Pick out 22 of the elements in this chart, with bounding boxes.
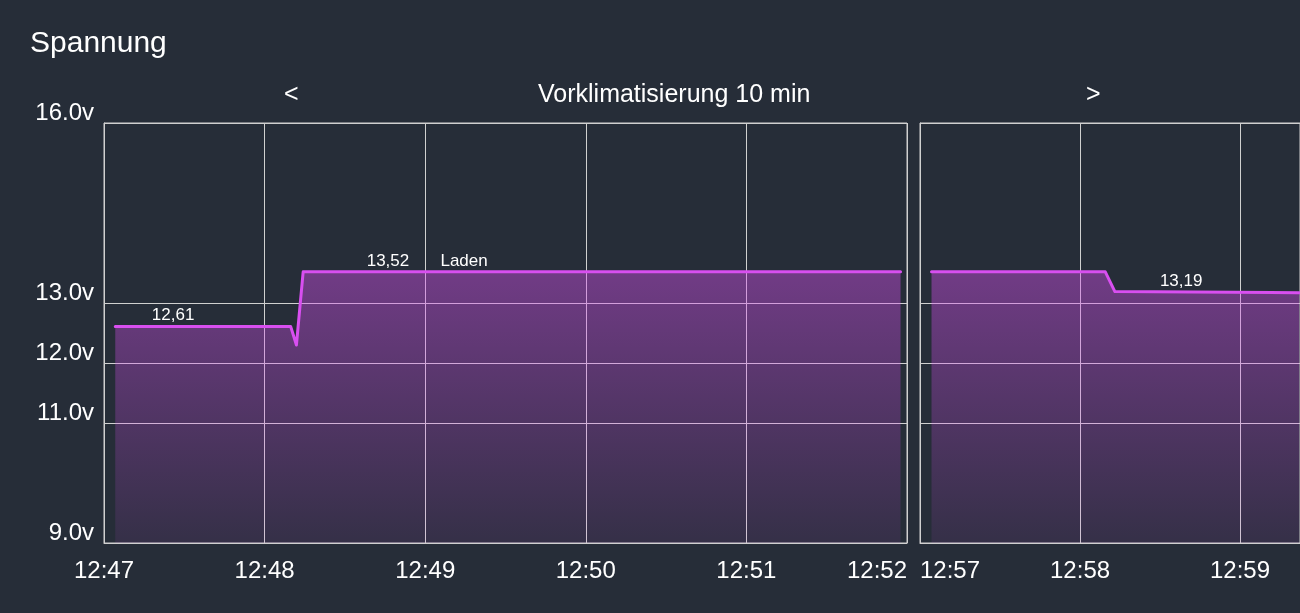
annotation: 13,52 xyxy=(366,250,410,270)
y-tick-label: 16.0v xyxy=(35,97,94,125)
text: < xyxy=(284,78,299,107)
x-tick-label: 12:50 xyxy=(555,555,616,583)
x-tick-label: 12:49 xyxy=(395,555,456,583)
x-tick-label: 12:58 xyxy=(1050,555,1111,583)
y-tick-label: 11.0v xyxy=(37,397,94,425)
x-tick-label: 12:51 xyxy=(716,555,777,583)
x-tick-label: 12:47 xyxy=(73,555,135,583)
x-tick-label: 12:59 xyxy=(1209,555,1271,583)
chart-subtitle: Vorklimatisierung 10 min xyxy=(538,78,811,107)
x-tick-label: 12:52 xyxy=(846,555,907,583)
chart-title: Spannung xyxy=(30,24,167,58)
annotation: Laden xyxy=(440,250,488,270)
x-tick-label: 12:48 xyxy=(234,555,295,583)
x-tick-label: 12:57 xyxy=(920,555,981,583)
annotation: 13,19 xyxy=(1159,270,1203,290)
y-tick-label: 9.0v xyxy=(48,517,94,545)
text: > xyxy=(1086,78,1101,107)
y-tick-label: 12.0v xyxy=(35,337,94,365)
annotation: 12,61 xyxy=(151,305,195,325)
y-tick-label: 13.0v xyxy=(35,277,94,305)
